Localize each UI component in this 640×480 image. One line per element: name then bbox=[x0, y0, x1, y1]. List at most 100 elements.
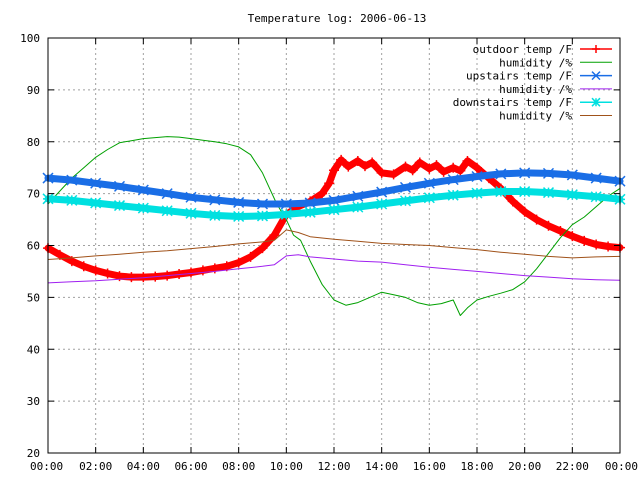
data-point-marker bbox=[407, 165, 418, 176]
data-point-marker bbox=[376, 186, 388, 198]
data-point-marker bbox=[233, 257, 244, 268]
data-point-marker bbox=[90, 265, 101, 276]
data-point-marker bbox=[245, 251, 256, 262]
data-point-marker bbox=[90, 197, 102, 209]
data-point-marker bbox=[424, 163, 435, 174]
data-point-marker bbox=[567, 231, 578, 242]
data-point-marker bbox=[462, 155, 473, 166]
axes: 20 30 40 50 60 70 80 90 100 00:00 02:00 04:00 06:00 0… bbox=[20, 32, 638, 473]
series-4 bbox=[42, 186, 626, 222]
data-point-marker bbox=[591, 71, 601, 81]
data-point-marker bbox=[185, 191, 197, 203]
data-point-marker bbox=[495, 186, 507, 198]
data-point-marker bbox=[304, 206, 316, 218]
data-point-marker bbox=[603, 241, 614, 252]
legend-label: humidity /% bbox=[499, 56, 572, 69]
data-point-marker bbox=[519, 167, 531, 179]
data-point-marker bbox=[472, 162, 482, 173]
data-point-marker bbox=[161, 205, 173, 217]
legend-label: upstairs temp /F bbox=[466, 70, 572, 83]
data-point-marker bbox=[359, 161, 370, 172]
data-point-marker bbox=[414, 157, 425, 168]
series-line bbox=[47, 229, 621, 260]
data-point-marker bbox=[233, 196, 245, 208]
data-point-marker bbox=[221, 261, 232, 272]
data-point-marker bbox=[471, 187, 483, 199]
x-tick-label: 04:00 bbox=[127, 460, 160, 473]
data-point-marker bbox=[328, 204, 340, 216]
data-point-marker bbox=[137, 202, 149, 214]
data-point-marker bbox=[280, 208, 292, 220]
data-point-marker bbox=[566, 169, 578, 181]
y-tick-label: 40 bbox=[27, 343, 40, 356]
data-point-marker bbox=[531, 214, 542, 225]
data-point-marker bbox=[579, 235, 590, 246]
x-tick-label: 22:00 bbox=[556, 460, 589, 473]
data-point-marker bbox=[590, 191, 602, 203]
y-tick-label: 80 bbox=[27, 136, 40, 149]
data-point-marker bbox=[256, 210, 269, 222]
x-tick-label: 16:00 bbox=[413, 460, 446, 473]
x-tick-label: 10:00 bbox=[270, 460, 303, 473]
data-point-marker bbox=[543, 220, 554, 231]
data-point-marker bbox=[137, 184, 149, 196]
data-point-marker bbox=[113, 180, 126, 192]
data-point-marker bbox=[197, 265, 208, 276]
data-point-marker bbox=[423, 192, 435, 204]
data-point-marker bbox=[186, 267, 196, 278]
legend-label: humidity /% bbox=[499, 110, 572, 123]
data-point-marker bbox=[233, 210, 245, 222]
data-point-marker bbox=[519, 206, 530, 217]
data-point-marker bbox=[447, 174, 459, 186]
data-point-marker bbox=[495, 168, 507, 180]
y-tick-label: 20 bbox=[27, 447, 40, 460]
series-5 bbox=[47, 229, 621, 260]
data-point-marker bbox=[336, 154, 347, 165]
data-point-marker bbox=[507, 196, 518, 207]
x-tick-label: 06:00 bbox=[174, 460, 207, 473]
data-point-marker bbox=[376, 198, 388, 210]
legend-label: outdoor temp /F bbox=[473, 43, 572, 56]
data-point-marker bbox=[555, 225, 566, 236]
series-3 bbox=[47, 254, 621, 284]
data-point-marker bbox=[388, 169, 399, 180]
chart-title: Temperature log: 2006-06-13 bbox=[248, 12, 427, 25]
data-point-marker bbox=[209, 209, 221, 221]
y-tick-label: 50 bbox=[27, 291, 40, 304]
grid bbox=[48, 38, 620, 453]
y-tick-label: 100 bbox=[20, 32, 40, 45]
data-point-marker bbox=[590, 172, 602, 184]
data-point-marker bbox=[54, 249, 65, 260]
data-point-marker bbox=[519, 186, 531, 198]
y-tick-label: 90 bbox=[27, 84, 40, 97]
data-point-marker bbox=[542, 167, 555, 179]
data-point-marker bbox=[591, 97, 601, 107]
data-point-marker bbox=[376, 167, 387, 178]
data-point-marker bbox=[438, 166, 449, 177]
data-point-marker bbox=[352, 155, 363, 166]
data-point-marker bbox=[185, 207, 197, 219]
data-point-marker bbox=[317, 188, 328, 199]
data-point-marker bbox=[399, 195, 412, 207]
y-tick-label: 60 bbox=[27, 240, 40, 253]
data-point-marker bbox=[66, 194, 78, 206]
series-line bbox=[47, 254, 621, 284]
data-point-marker bbox=[542, 187, 555, 199]
data-point-marker bbox=[352, 190, 364, 202]
data-point-marker bbox=[592, 45, 600, 53]
legend-label: humidity /% bbox=[499, 83, 572, 96]
data-point-marker bbox=[431, 160, 442, 171]
y-tick-label: 70 bbox=[27, 188, 40, 201]
data-point-marker bbox=[113, 200, 126, 212]
data-point-marker bbox=[102, 268, 113, 279]
data-point-marker bbox=[400, 161, 411, 172]
data-point-marker bbox=[324, 178, 335, 189]
x-tick-label: 08:00 bbox=[222, 460, 255, 473]
x-tick-label: 02:00 bbox=[79, 460, 112, 473]
data-point-marker bbox=[455, 165, 466, 176]
data-point-marker bbox=[367, 157, 378, 168]
data-point-marker bbox=[90, 177, 102, 189]
series-line bbox=[47, 136, 621, 316]
data-point-marker bbox=[566, 189, 578, 201]
